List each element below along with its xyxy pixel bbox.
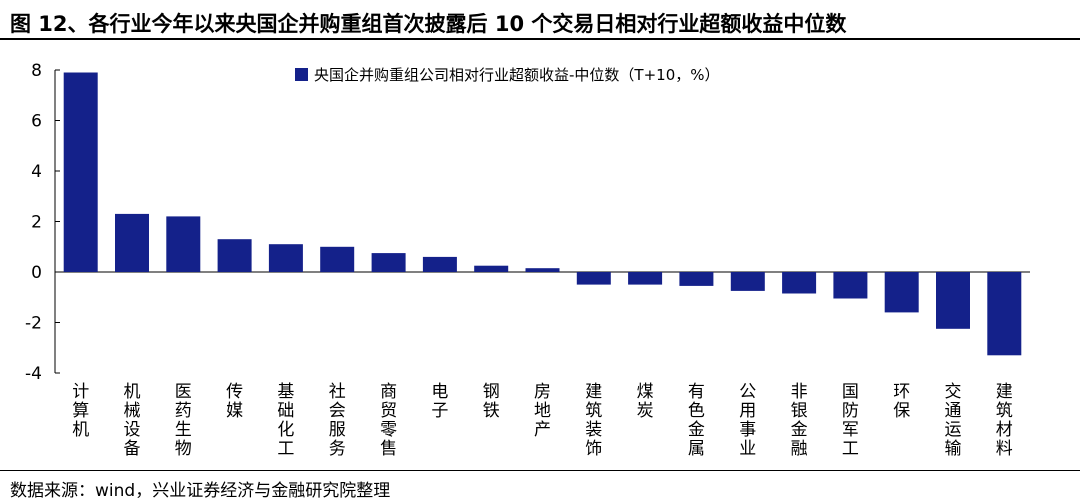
bar-机械设备 <box>115 213 149 272</box>
category-label: 国防军工 <box>842 382 859 459</box>
category-label: 社会服务 <box>329 382 346 459</box>
category-label: 非银金融 <box>791 382 808 459</box>
y-tick-label: 0 <box>31 263 42 283</box>
legend: 央国企并购重组公司相对行业超额收益-中位数（T+10，%） <box>295 66 720 84</box>
bar-chart: 央国企并购重组公司相对行业超额收益-中位数（T+10，%） 86420-2-4 … <box>25 61 1030 459</box>
axes <box>54 69 1030 374</box>
bar-钢铁 <box>474 265 509 272</box>
category-label: 建筑装饰 <box>585 382 602 459</box>
bar-建筑装饰 <box>576 272 611 285</box>
bar-电子 <box>422 256 457 272</box>
bar-公用事业 <box>730 272 765 291</box>
bars <box>63 72 1022 356</box>
legend-label: 央国企并购重组公司相对行业超额收益-中位数（T+10，%） <box>314 66 720 84</box>
category-label: 交通运输 <box>945 382 962 459</box>
bar-基础化工 <box>268 244 303 272</box>
bar-医药生物 <box>166 216 201 272</box>
data-source-note: 数据来源：wind，兴业证券经济与金融研究院整理 <box>10 481 391 501</box>
bar-煤炭 <box>628 272 663 285</box>
category-label: 基础化工 <box>277 382 294 459</box>
bar-国防军工 <box>833 272 868 299</box>
bar-环保 <box>884 272 919 313</box>
category-label: 医药生物 <box>175 382 192 459</box>
category-label: 电子 <box>431 382 448 421</box>
source-divider <box>0 470 1080 471</box>
y-tick-label: -4 <box>25 364 42 384</box>
bar-计算机 <box>63 72 98 272</box>
category-label: 环保 <box>893 382 910 421</box>
category-label: 钢铁 <box>483 382 500 421</box>
category-label: 公用事业 <box>739 382 756 459</box>
category-label: 房地产 <box>534 382 551 440</box>
category-label: 计算机 <box>72 382 89 440</box>
category-label: 建筑材料 <box>996 382 1013 459</box>
bar-交通运输 <box>936 272 970 329</box>
title-divider <box>0 38 1080 40</box>
category-label: 煤炭 <box>637 382 654 421</box>
category-label: 机械设备 <box>124 382 141 459</box>
bar-商贸零售 <box>371 253 406 272</box>
category-label: 传媒 <box>226 382 243 421</box>
bar-建筑材料 <box>987 272 1022 356</box>
category-label: 有色金属 <box>688 382 705 459</box>
y-tick-label: 4 <box>31 162 42 182</box>
bar-传媒 <box>217 239 252 272</box>
bar-社会服务 <box>320 246 355 273</box>
category-label: 商贸零售 <box>380 382 397 459</box>
bar-有色金属 <box>679 272 714 286</box>
y-tick-label: 2 <box>31 213 42 233</box>
y-tick-label: 8 <box>31 61 42 81</box>
y-axis-tick-labels: 8 6 4 2 0 -2 -4 <box>25 61 42 384</box>
y-tick-label: 6 <box>31 112 42 132</box>
bar-房地产 <box>525 268 560 272</box>
y-tick-label: -2 <box>25 314 42 334</box>
chart-title: 图 12、各行业今年以来央国企并购重组首次披露后 10 个交易日相对行业超额收益… <box>10 12 847 36</box>
legend-swatch <box>295 68 308 81</box>
bar-非银金融 <box>782 272 817 294</box>
